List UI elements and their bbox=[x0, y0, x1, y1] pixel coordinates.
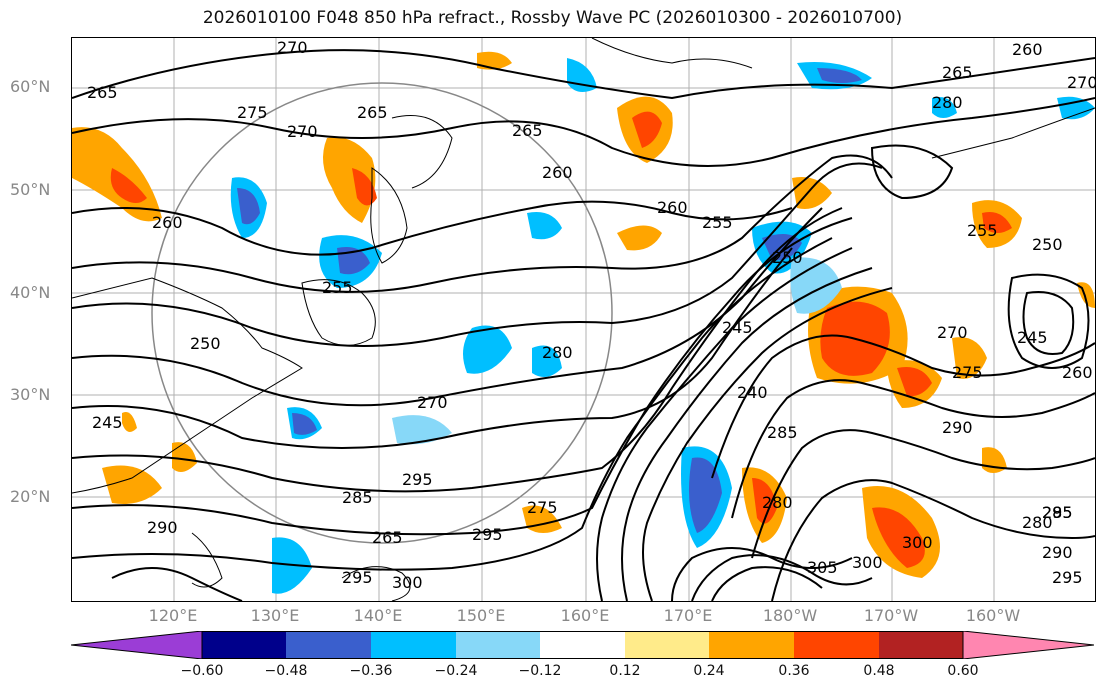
colorbar-tick: −0.24 bbox=[434, 663, 478, 679]
contour-label: 295 bbox=[402, 470, 433, 489]
reference-circle bbox=[151, 82, 613, 544]
contour-label: 280 bbox=[542, 343, 573, 362]
colorbar-bin bbox=[371, 631, 456, 659]
contour-label: 290 bbox=[1042, 543, 1073, 562]
map-svg: 270 260 265 265 275 270 265 265 260 260 … bbox=[72, 38, 1095, 601]
colorbar-bin bbox=[709, 631, 794, 659]
contour-label: 245 bbox=[722, 318, 753, 337]
colorbar-bin bbox=[286, 631, 371, 659]
contour-label: 260 bbox=[152, 213, 183, 232]
colorbar-outline bbox=[201, 631, 964, 659]
contour-label: 265 bbox=[372, 528, 403, 547]
contour-label: 285 bbox=[767, 423, 798, 442]
colorbar-tick: −0.36 bbox=[349, 663, 393, 679]
colorbar-tick: 0.60 bbox=[947, 663, 979, 679]
lon-label-140e: 140°E bbox=[353, 606, 403, 625]
contour-label: 250 bbox=[190, 334, 221, 353]
contour-label: 290 bbox=[147, 518, 178, 537]
lon-label-120e: 120°E bbox=[148, 606, 198, 625]
colorbar-svg bbox=[70, 630, 1095, 660]
colorbar bbox=[70, 630, 1095, 660]
contour-label: 295 bbox=[472, 525, 503, 544]
contour-label: 260 bbox=[542, 163, 573, 182]
contour-label: 255 bbox=[702, 213, 733, 232]
contour-label: 295 bbox=[1052, 568, 1083, 587]
contour-label: 265 bbox=[512, 121, 543, 140]
contour-label: 255 bbox=[322, 278, 353, 297]
map-title: 2026010100 F048 850 hPa refract., Rossby… bbox=[202, 8, 903, 28]
lon-label-160w: 160°W bbox=[965, 606, 1021, 625]
contour-label: 250 bbox=[772, 248, 803, 267]
contour-label: 300 bbox=[852, 553, 883, 572]
lat-label-20n: 20°N bbox=[10, 487, 51, 506]
colorbar-tick: 0.12 bbox=[609, 663, 641, 679]
colorbar-tick: 0.48 bbox=[863, 663, 895, 679]
contour-label: 275 bbox=[527, 498, 558, 517]
contour-label: 285 bbox=[1042, 503, 1073, 522]
lon-label-130e: 130°E bbox=[250, 606, 300, 625]
contour-label: 280 bbox=[762, 493, 793, 512]
contour-lines bbox=[72, 49, 1095, 601]
colorbar-arrow-left bbox=[70, 630, 203, 660]
contour-label: 280 bbox=[1022, 513, 1053, 532]
contour-label: 300 bbox=[392, 573, 423, 592]
contour-label: 265 bbox=[87, 83, 118, 102]
colorbar-bin bbox=[625, 631, 709, 659]
contour-label: 240 bbox=[737, 383, 768, 402]
lon-label-170e: 170°E bbox=[663, 606, 713, 625]
colorbar-tick: −0.60 bbox=[180, 663, 224, 679]
colorbar-tick: 0.24 bbox=[693, 663, 725, 679]
contour-label: 260 bbox=[657, 198, 688, 217]
lon-label-160e: 160°E bbox=[560, 606, 610, 625]
lat-label-30n: 30°N bbox=[10, 385, 51, 404]
contour-label: 270 bbox=[287, 122, 318, 141]
colorbar-tick: −0.48 bbox=[264, 663, 308, 679]
contour-label: 285 bbox=[342, 488, 373, 507]
lat-label-60n: 60°N bbox=[10, 77, 51, 96]
contour-label: 290 bbox=[942, 418, 973, 437]
contour-label: 300 bbox=[902, 533, 933, 552]
contour-label: 270 bbox=[277, 38, 308, 57]
contour-label: 295 bbox=[1042, 503, 1073, 522]
contour-label: 245 bbox=[92, 413, 123, 432]
contour-label: 260 bbox=[1012, 40, 1043, 59]
contour-label: 305 bbox=[807, 558, 838, 577]
contour-label: 265 bbox=[357, 103, 388, 122]
contour-label: 270 bbox=[937, 323, 968, 342]
colorbar-tick: −0.12 bbox=[518, 663, 562, 679]
colorbar-bin bbox=[794, 631, 879, 659]
lon-label-150e: 150°E bbox=[456, 606, 506, 625]
colorbar-bin bbox=[202, 631, 286, 659]
contour-label: 275 bbox=[237, 103, 268, 122]
contour-label: 275 bbox=[952, 363, 983, 382]
positive-anomalies bbox=[72, 51, 1095, 578]
lon-label-170w: 170°W bbox=[863, 606, 919, 625]
colorbar-arrow-right bbox=[962, 630, 1095, 660]
contour-label: 245 bbox=[1017, 328, 1048, 347]
contour-label: 250 bbox=[1032, 235, 1063, 254]
contour-label: 280 bbox=[932, 93, 963, 112]
lon-label-180w: 180°W bbox=[762, 606, 818, 625]
contour-label: 270 bbox=[417, 393, 448, 412]
contour-label: 295 bbox=[342, 568, 373, 587]
colorbar-bin bbox=[540, 631, 625, 659]
colorbar-tick: 0.36 bbox=[778, 663, 810, 679]
contour-label: 255 bbox=[967, 221, 998, 240]
map-panel: 270 260 265 265 275 270 265 265 260 260 … bbox=[71, 37, 1096, 602]
colorbar-bin bbox=[879, 631, 963, 659]
colorbar-bin bbox=[456, 631, 540, 659]
lat-label-50n: 50°N bbox=[10, 180, 51, 199]
lat-label-40n: 40°N bbox=[10, 283, 51, 302]
coastlines bbox=[72, 38, 1095, 601]
contour-label: 260 bbox=[1062, 363, 1093, 382]
contour-label: 265 bbox=[942, 63, 973, 82]
contour-label: 270 bbox=[1067, 73, 1095, 92]
contour-labels: 270 260 265 265 275 270 265 265 260 260 … bbox=[87, 38, 1095, 592]
